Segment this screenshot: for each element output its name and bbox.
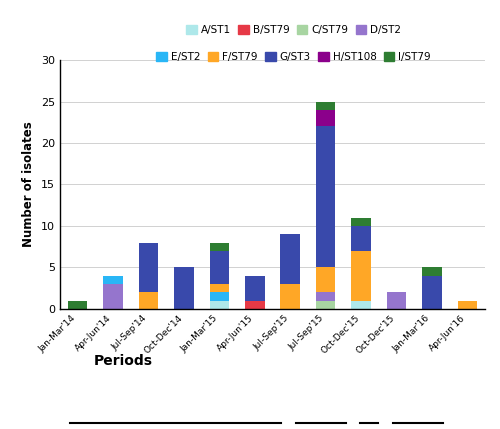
Bar	[352, 301, 371, 309]
Bar	[245, 301, 264, 309]
Bar	[422, 276, 442, 309]
Bar	[316, 102, 336, 110]
Bar	[352, 226, 371, 251]
Bar	[139, 292, 158, 309]
Bar	[316, 301, 336, 309]
Bar	[422, 267, 442, 276]
Bar	[210, 242, 229, 251]
Bar	[316, 127, 336, 267]
Bar	[104, 284, 123, 309]
Bar	[68, 301, 87, 309]
Bar	[174, 267, 194, 309]
Bar	[104, 276, 123, 284]
Bar	[210, 292, 229, 301]
Bar	[210, 284, 229, 292]
Bar	[386, 292, 406, 309]
Bar	[316, 267, 336, 292]
Bar	[352, 218, 371, 226]
Bar	[458, 301, 477, 309]
Bar	[316, 110, 336, 127]
Bar	[139, 242, 158, 292]
Bar	[280, 284, 300, 309]
Bar	[316, 292, 336, 301]
Bar	[210, 301, 229, 309]
Y-axis label: Number of isolates: Number of isolates	[22, 121, 36, 248]
Bar	[245, 276, 264, 301]
Text: Periods: Periods	[94, 353, 153, 368]
Bar	[210, 251, 229, 284]
Legend: E/ST2, F/ST79, G/ST3, H/ST108, I/ST79: E/ST2, F/ST79, G/ST3, H/ST108, I/ST79	[152, 48, 436, 66]
Bar	[280, 234, 300, 284]
Bar	[352, 251, 371, 301]
